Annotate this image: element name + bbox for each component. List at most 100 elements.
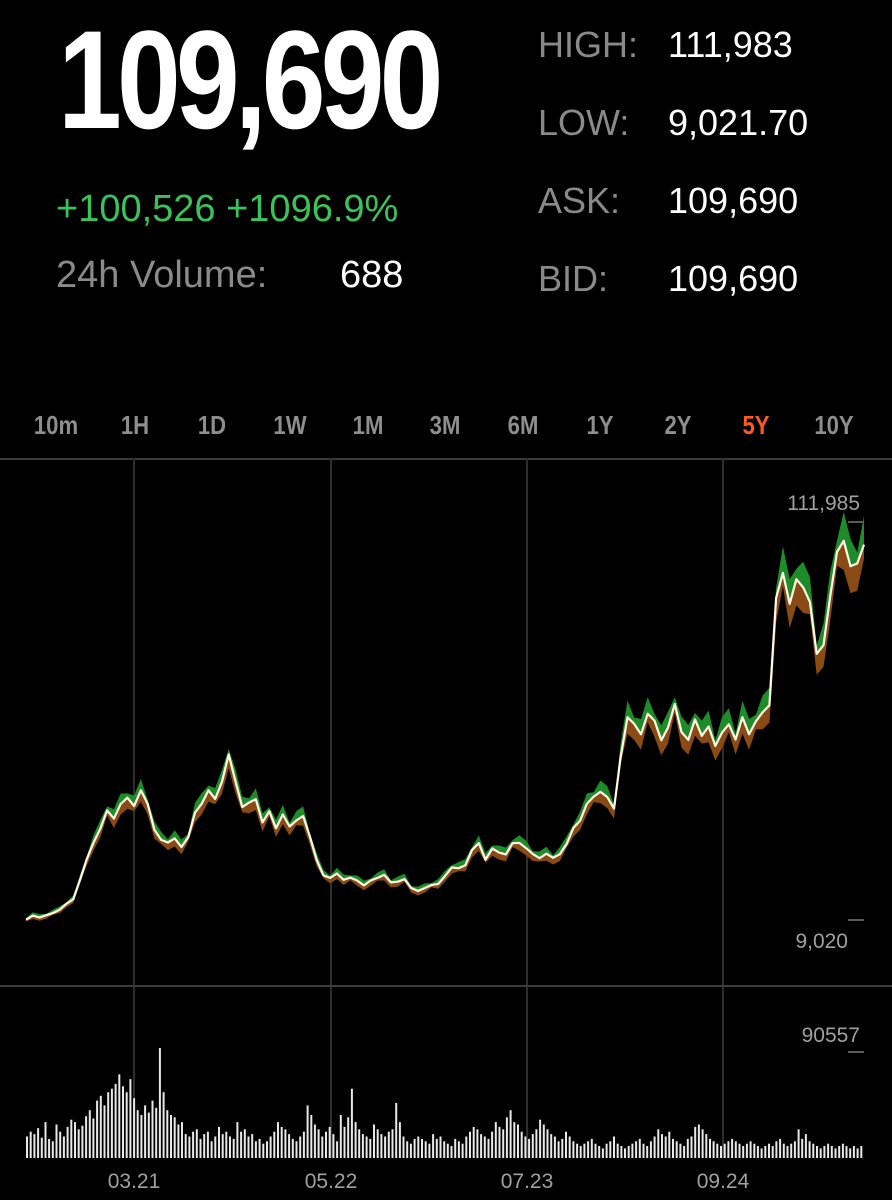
volume-bar — [731, 1138, 734, 1158]
volume-bar — [99, 1095, 102, 1158]
tab-10y[interactable]: 10Y — [814, 410, 854, 440]
volume-bar — [373, 1124, 375, 1158]
volume-bar — [505, 1117, 508, 1158]
tab-1d[interactable]: 1D — [197, 410, 227, 440]
current-price: 109,690 — [58, 1, 443, 158]
volume-bar — [598, 1146, 601, 1158]
volume-bar — [192, 1131, 195, 1158]
ask-label: ASK: — [538, 180, 621, 221]
volume-bar — [834, 1148, 837, 1158]
y-axis-min-label: 9,020 — [795, 930, 848, 953]
volume-bar — [579, 1146, 582, 1158]
volume-bar — [657, 1129, 660, 1158]
volume-bar — [162, 1092, 165, 1158]
volume-bar — [749, 1141, 752, 1158]
volume-bar — [542, 1124, 545, 1158]
volume-bar — [793, 1141, 796, 1158]
low-value: 9,021.70 — [668, 102, 809, 143]
volume-bar — [77, 1129, 80, 1158]
volume-bar — [605, 1143, 608, 1158]
volume-bar — [727, 1141, 730, 1158]
volume-bar — [66, 1126, 69, 1158]
volume-bar — [295, 1141, 298, 1158]
volume-bar — [325, 1131, 327, 1158]
volume-bar — [768, 1143, 770, 1158]
volume-bar — [203, 1134, 206, 1158]
volume-bar — [480, 1134, 483, 1158]
volume-bar — [273, 1131, 276, 1158]
volume-bar — [125, 1092, 128, 1158]
volume-bar — [299, 1136, 302, 1158]
volume-bar — [88, 1110, 91, 1158]
tab-1h[interactable]: 1H — [120, 410, 150, 440]
volume-bar — [284, 1129, 287, 1158]
x-axis-tick-label: 03.21 — [108, 1170, 161, 1193]
tab-1w[interactable]: 1W — [273, 410, 307, 440]
volume-bar — [70, 1119, 73, 1158]
volume-bar — [40, 1137, 43, 1158]
volume-bar — [520, 1131, 523, 1158]
volume-bar — [336, 1141, 339, 1158]
volume-bar — [683, 1146, 686, 1158]
volume-bar — [195, 1129, 198, 1158]
volume-bar — [845, 1146, 848, 1158]
volume-bar — [613, 1136, 615, 1158]
volume-bar — [476, 1129, 479, 1158]
volume-bar — [240, 1131, 243, 1158]
volume-bar — [483, 1136, 486, 1158]
volume-bar — [852, 1146, 855, 1158]
volume-bar — [712, 1141, 715, 1158]
volume-bar — [428, 1143, 431, 1158]
price-chart[interactable]: 111,985 9,020 90557 03.21 05.22 07.23 09.24 — [0, 458, 892, 1200]
volume-bar — [417, 1136, 420, 1158]
volume-bar — [487, 1138, 490, 1158]
volume-bar — [609, 1141, 612, 1158]
volume-bar — [421, 1138, 423, 1158]
volume-bar — [206, 1131, 209, 1158]
volume-bar — [317, 1129, 320, 1158]
volume-bar — [565, 1131, 567, 1158]
volume-bar — [690, 1136, 693, 1158]
volume-bar — [535, 1129, 538, 1158]
volume-bar — [694, 1126, 697, 1158]
volume-bar — [236, 1122, 239, 1158]
volume-bar — [797, 1129, 800, 1158]
volume-bar — [675, 1141, 678, 1158]
volume-bar — [720, 1146, 722, 1158]
volume-bar — [494, 1122, 497, 1158]
volume-bar — [59, 1131, 62, 1158]
volume-bar — [110, 1088, 113, 1158]
volume-bar — [517, 1124, 519, 1158]
volume-bar — [48, 1138, 51, 1158]
volume-bar — [74, 1122, 76, 1158]
volume-bar — [568, 1136, 571, 1158]
volume-bar — [280, 1126, 283, 1158]
volume-bar — [856, 1148, 859, 1158]
tab-6m[interactable]: 6M — [507, 410, 539, 440]
volume-bar — [753, 1143, 756, 1158]
volume-bar — [166, 1110, 169, 1158]
volume-bar — [531, 1134, 534, 1158]
volume-bar — [136, 1110, 139, 1158]
ask-value: 109,690 — [668, 180, 799, 221]
volume-bar — [838, 1146, 841, 1158]
volume-bar — [384, 1136, 387, 1158]
volume-bar — [376, 1129, 379, 1158]
volume-bar — [816, 1146, 818, 1158]
volume-bar — [266, 1141, 268, 1158]
volume-bar — [830, 1146, 833, 1158]
volume-bar — [243, 1129, 246, 1158]
volume-bar — [277, 1122, 279, 1158]
volume-bar — [561, 1138, 564, 1158]
tab-1y[interactable]: 1Y — [586, 410, 614, 440]
tab-3m[interactable]: 3M — [429, 410, 461, 440]
tab-1m[interactable]: 1M — [352, 410, 384, 440]
volume-bar — [509, 1110, 512, 1158]
tab-5y[interactable]: 5Y — [742, 410, 770, 440]
volume-label: 24h Volume: — [56, 254, 268, 296]
volume-bar — [823, 1146, 826, 1158]
tab-2y[interactable]: 2Y — [664, 410, 692, 440]
volume-bar — [122, 1086, 124, 1158]
tab-10m[interactable]: 10m — [33, 410, 79, 440]
volume-bar — [218, 1126, 220, 1158]
